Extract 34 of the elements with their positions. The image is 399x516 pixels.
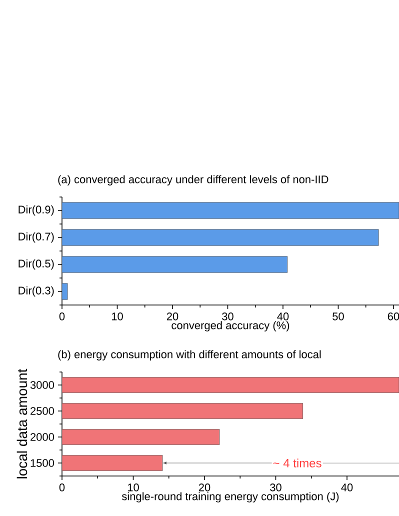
bar bbox=[62, 256, 288, 273]
x-tick-label: 20 bbox=[166, 312, 178, 320]
x-tick-label: 10 bbox=[128, 484, 139, 492]
x-tick-label: 20 bbox=[198, 484, 210, 492]
chart-title: (b) energy consumption with different amounts of local bbox=[58, 350, 321, 360]
y-tick-label: Dir(0.9) bbox=[18, 205, 54, 216]
x-tick-label: 50 bbox=[332, 312, 344, 320]
x-tick-label: 30 bbox=[222, 312, 234, 320]
bar bbox=[62, 202, 399, 219]
bar bbox=[62, 454, 163, 471]
x-tick-label: 60 bbox=[388, 312, 399, 320]
x-tick-label: 0 bbox=[59, 312, 65, 320]
annotation: ~ 4 times bbox=[273, 458, 322, 468]
x-tick-label: 40 bbox=[277, 312, 289, 320]
x-tick-label: 10 bbox=[112, 312, 123, 320]
y-tick-label: 3000 bbox=[30, 381, 54, 389]
bar bbox=[62, 283, 68, 300]
y-tick-label: 1500 bbox=[30, 459, 54, 467]
bar bbox=[62, 403, 304, 419]
y-tick-label: 2000 bbox=[30, 433, 54, 441]
y-tick-label: Dir(0.7) bbox=[18, 232, 54, 243]
bar bbox=[62, 229, 379, 246]
bar bbox=[62, 377, 399, 393]
y-tick-label: Dir(0.3) bbox=[18, 286, 54, 297]
x-tick-label: 0 bbox=[59, 484, 65, 492]
x-axis-title: converged accuracy (%) bbox=[172, 321, 290, 332]
x-tick-label: 30 bbox=[270, 484, 282, 492]
y-axis-title: local data amount bbox=[16, 368, 28, 478]
x-axis-title: single-round training energy consumption (J) bbox=[122, 492, 339, 502]
x-tick-label: 40 bbox=[341, 484, 353, 492]
bar bbox=[62, 429, 220, 445]
y-tick-label: 2500 bbox=[30, 407, 54, 415]
chart-title: (a) converged accuracy under different levels of non-IID bbox=[58, 175, 328, 186]
y-tick-label: Dir(0.5) bbox=[18, 259, 54, 270]
